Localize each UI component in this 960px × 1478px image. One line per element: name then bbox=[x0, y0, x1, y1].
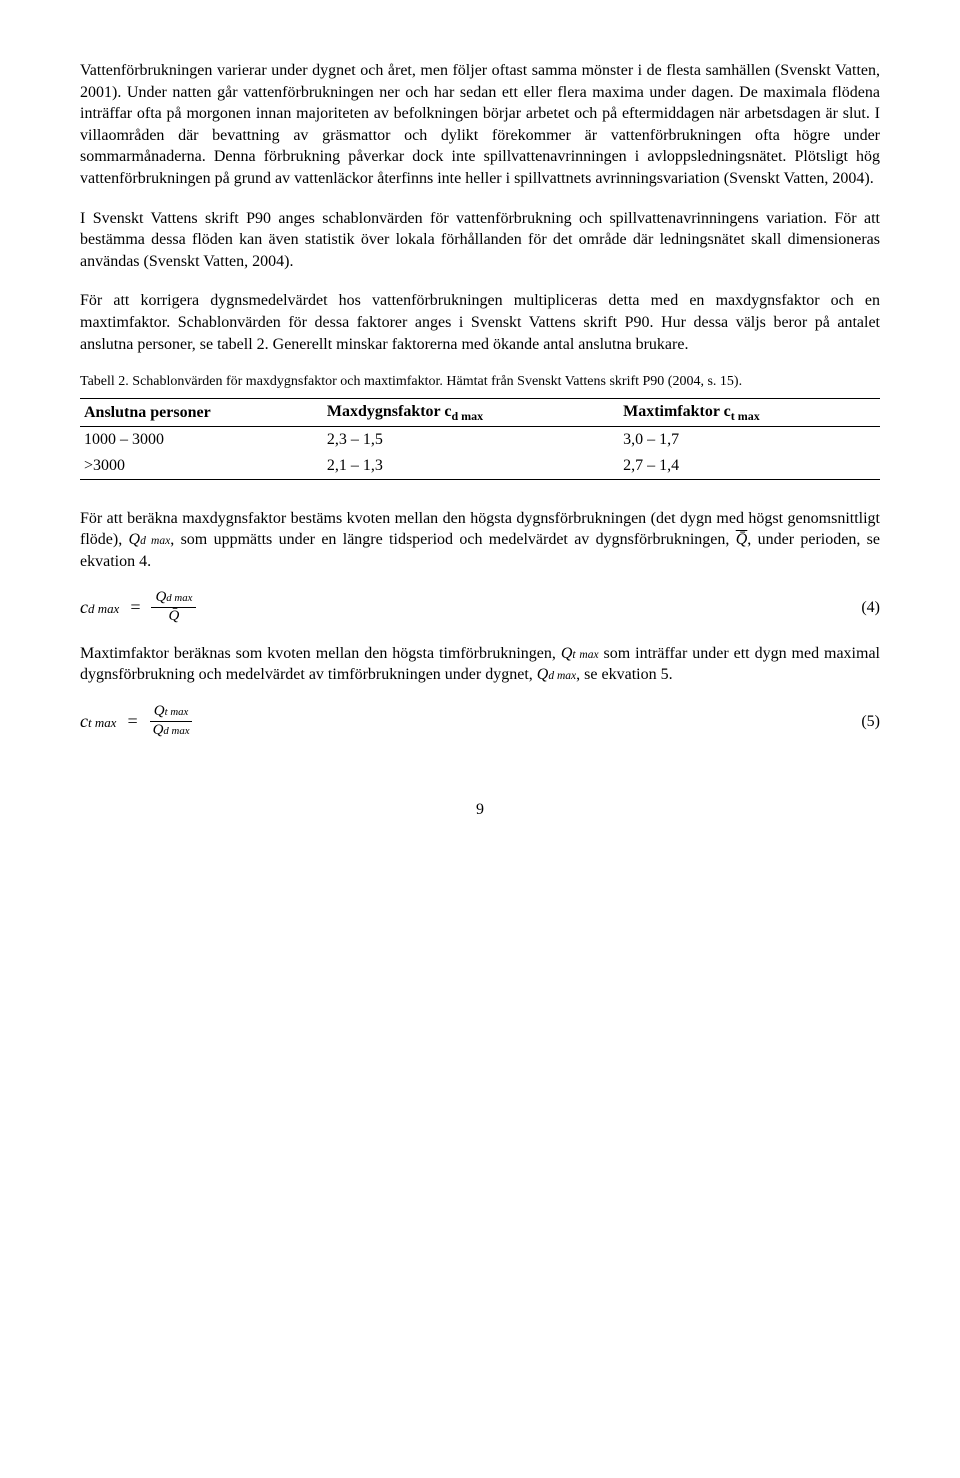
paragraph-3: För att korrigera dygnsmedelvärdet hos v… bbox=[80, 290, 880, 355]
text-run: Maxtimfaktor beräknas som kvoten mellan … bbox=[80, 645, 561, 662]
table-row: 1000 – 3000 2,3 – 1,5 3,0 – 1,7 bbox=[80, 427, 880, 453]
equals-sign: = bbox=[126, 709, 138, 733]
equals-sign: = bbox=[129, 595, 141, 619]
cell: 2,3 – 1,5 bbox=[323, 427, 619, 453]
var-sub: t max bbox=[572, 649, 598, 661]
inline-var-qtmax: Qt max bbox=[561, 645, 599, 662]
cell: 3,0 – 1,7 bbox=[619, 427, 880, 453]
numerator: Qd max bbox=[151, 590, 196, 608]
cell: 2,1 – 1,3 bbox=[323, 453, 619, 479]
eq-lhs: cd max bbox=[80, 595, 119, 619]
equation-4-expr: cd max = Qd max Q̄ bbox=[80, 590, 196, 625]
cell: 2,7 – 1,4 bbox=[619, 453, 880, 479]
var-sub: d max bbox=[140, 535, 170, 547]
fraction: Qd max Q̄ bbox=[151, 590, 196, 625]
table-header-row: Anslutna personer Maxdygnsfaktor cd max … bbox=[80, 399, 880, 427]
var-base: Q bbox=[561, 645, 573, 662]
inline-var-qbar: Q̄ bbox=[736, 531, 748, 548]
equation-5-number: (5) bbox=[861, 711, 880, 733]
inline-var-qdmax: Qd max bbox=[129, 531, 171, 548]
eq-lhs: ct max bbox=[80, 709, 116, 733]
equation-5-expr: ct max = Qt max Qd max bbox=[80, 704, 194, 739]
var-sub: t max bbox=[165, 706, 189, 718]
factor-table: Anslutna personer Maxdygnsfaktor cd max … bbox=[80, 398, 880, 480]
denominator: Q̄ bbox=[165, 608, 184, 625]
var-base: Q bbox=[537, 666, 549, 683]
var-sub: t max bbox=[88, 715, 116, 730]
paragraph-5: Maxtimfaktor beräknas som kvoten mellan … bbox=[80, 643, 880, 686]
var-base: c bbox=[80, 711, 88, 731]
col-header-maxtim: Maxtimfaktor ct max bbox=[619, 399, 880, 427]
var-sub: d max bbox=[548, 670, 576, 682]
col-header-maxtim-label: Maxtimfaktor c bbox=[623, 403, 731, 420]
paragraph-4: För att beräkna maxdygnsfaktor bestäms k… bbox=[80, 508, 880, 573]
paragraph-1: Vattenförbrukningen varierar under dygne… bbox=[80, 60, 880, 190]
table-row: >3000 2,1 – 1,3 2,7 – 1,4 bbox=[80, 453, 880, 479]
col-header-persons: Anslutna personer bbox=[80, 399, 323, 427]
text-run: , se ekvation 5. bbox=[576, 666, 672, 683]
equation-4-number: (4) bbox=[861, 597, 880, 619]
var-base: Q bbox=[129, 531, 141, 548]
equation-4: cd max = Qd max Q̄ (4) bbox=[80, 590, 880, 625]
numerator: Qt max bbox=[150, 704, 193, 722]
col-header-maxdygn: Maxdygnsfaktor cd max bbox=[323, 399, 619, 427]
col-header-maxdygn-sub: d max bbox=[451, 409, 483, 423]
cell: >3000 bbox=[80, 453, 323, 479]
fraction: Qt max Qd max bbox=[149, 704, 194, 739]
var-sub: d max bbox=[166, 592, 192, 604]
page-number: 9 bbox=[80, 799, 880, 821]
col-header-maxtim-sub: t max bbox=[731, 409, 760, 423]
inline-var-qdmax: Qd max bbox=[537, 666, 576, 683]
var-sub: d max bbox=[163, 725, 189, 737]
var-sub: d max bbox=[88, 601, 119, 616]
denominator: Qd max bbox=[149, 722, 194, 739]
var-base: Q bbox=[153, 722, 164, 738]
table-caption: Tabell 2. Schablonvärden för maxdygnsfak… bbox=[80, 373, 880, 392]
var-base: Q bbox=[154, 703, 165, 719]
equation-5: ct max = Qt max Qd max (5) bbox=[80, 704, 880, 739]
var-base: Q bbox=[155, 589, 166, 605]
text-run: , som uppmätts under en längre tidsperio… bbox=[170, 531, 735, 548]
col-header-maxdygn-label: Maxdygnsfaktor c bbox=[327, 403, 452, 420]
cell: 1000 – 3000 bbox=[80, 427, 323, 453]
paragraph-2: I Svenskt Vattens skrift P90 anges schab… bbox=[80, 208, 880, 273]
var-base: c bbox=[80, 597, 88, 617]
